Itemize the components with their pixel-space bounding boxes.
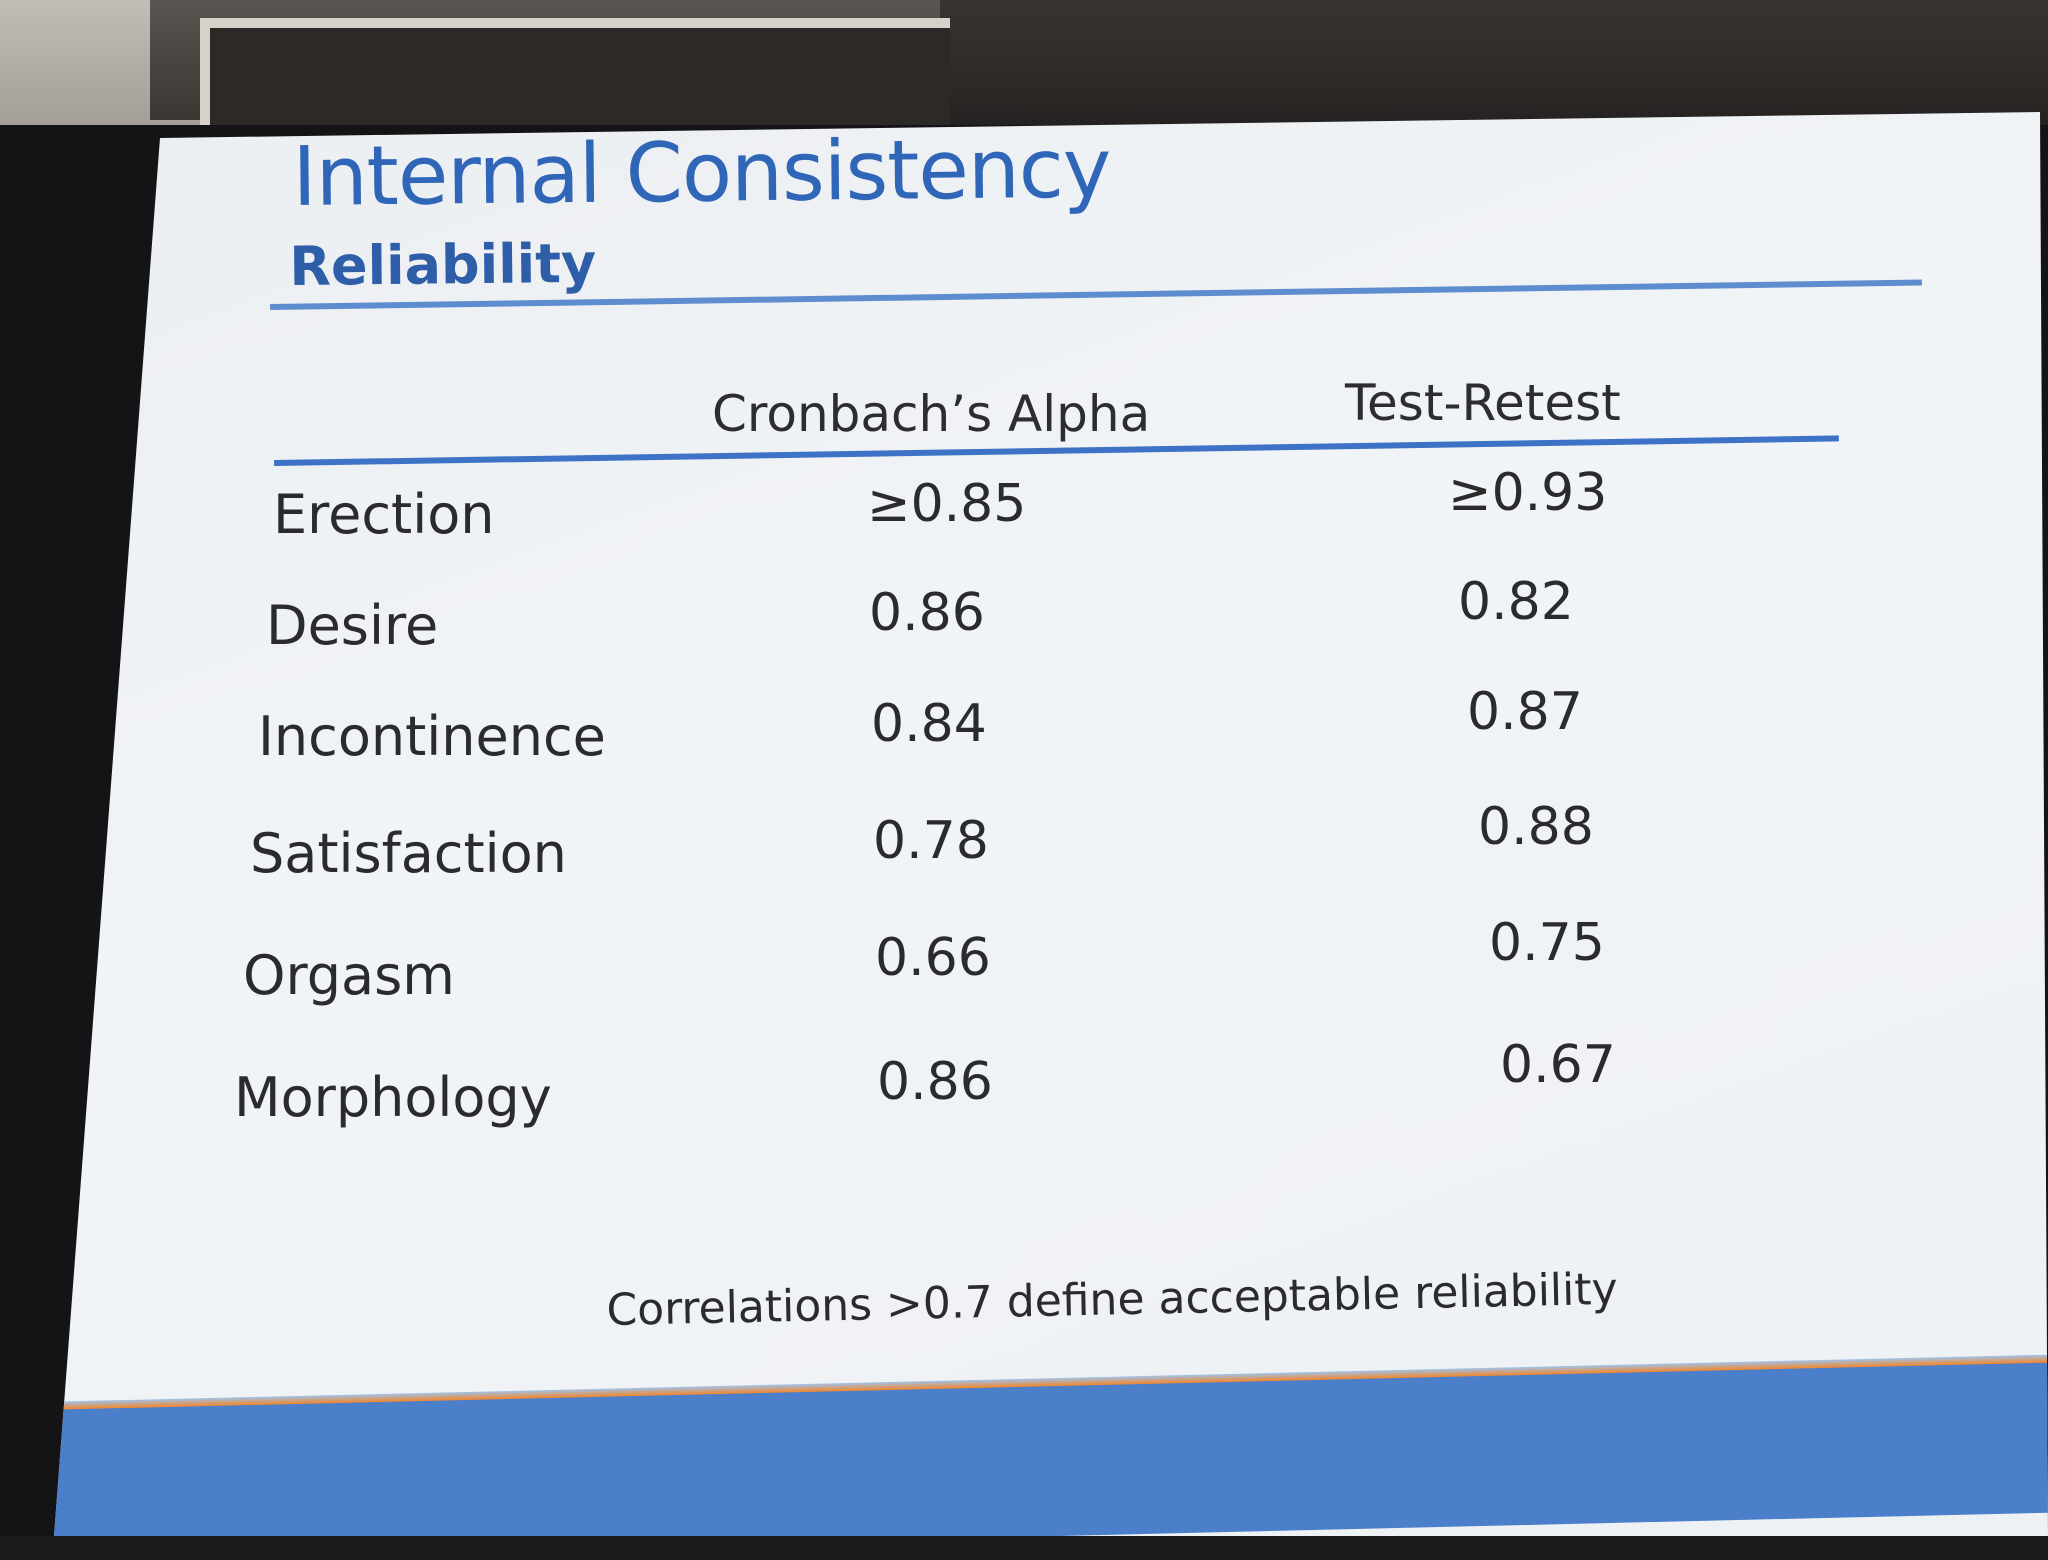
cell-incontinence-retest: 0.87 [1467,682,1583,742]
cell-satisfaction-alpha: 0.78 [873,811,989,871]
row-label-satisfaction: Satisfaction [250,822,567,885]
row-label-morphology: Morphology [234,1066,552,1129]
cell-morphology-retest: 0.67 [1500,1035,1616,1095]
row-label-desire: Desire [266,594,439,657]
reliability-footnote: Correlations >0.7 define acceptable reli… [606,1263,1619,1336]
row-label-erection: Erection [273,483,495,546]
cell-orgasm-alpha: 0.66 [875,928,991,988]
row-label-incontinence: Incontinence [258,705,606,768]
cell-desire-retest: 0.82 [1458,572,1574,632]
cell-desire-alpha: 0.86 [869,583,985,643]
footer-band [54,1361,2048,1536]
door-molding [200,18,950,138]
room-background [0,0,2048,140]
column-header-cronbach-alpha: Cronbach’s Alpha [712,385,1151,443]
row-label-orgasm: Orgasm [243,944,455,1007]
slide-subtitle: Reliability [289,231,597,298]
slide-title: Internal Consistency [292,121,1111,225]
cell-erection-retest: ≥0.93 [1448,463,1608,523]
column-header-test-retest: Test-Retest [1345,374,1621,432]
cell-orgasm-retest: 0.75 [1489,913,1605,973]
cell-morphology-alpha: 0.86 [877,1052,993,1112]
cell-erection-alpha: ≥0.85 [867,474,1027,534]
cell-satisfaction-retest: 0.88 [1478,797,1594,857]
cell-incontinence-alpha: 0.84 [871,694,987,754]
